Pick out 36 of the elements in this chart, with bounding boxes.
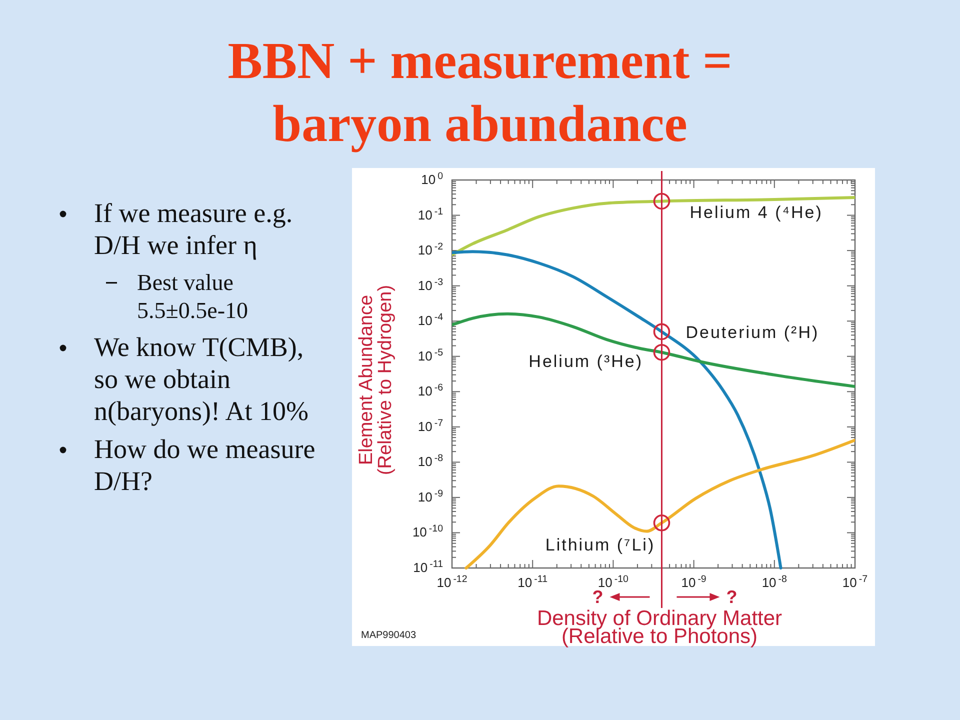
point bbox=[653, 514, 670, 532]
y-tick-label: 10$^{-9}$ bbox=[418, 488, 443, 504]
y-tick-label: 10$^{-1}$ bbox=[418, 206, 443, 222]
y-tick-label: 10$^{-11}$ bbox=[413, 558, 443, 575]
y-tick-label: 10$^{-8}$ bbox=[418, 452, 443, 470]
chart-title: BBN + measurement = baryon abundance bbox=[228, 33, 732, 153]
y-tick-label: 10$^{-5}$ bbox=[418, 346, 444, 364]
y-tick-label: 10$^{-6}$ bbox=[418, 382, 443, 399]
point bbox=[653, 323, 670, 340]
y-tick-label: 10$^{-3}$ bbox=[418, 276, 443, 293]
y-tick-label: 10$^{-7}$ bbox=[418, 417, 443, 434]
series-label: Lithium (⁷Li) bbox=[545, 536, 656, 555]
text: ? bbox=[592, 587, 604, 607]
y-tick-label: 10$^{-4}$ bbox=[418, 312, 444, 328]
x-tick-label: 10$^{-8}$ bbox=[762, 574, 787, 590]
text: MAP990403 bbox=[361, 630, 416, 641]
y-tick-label: 10$^{0}$ bbox=[421, 170, 444, 187]
text: Best value 5.5±0.5e-10 bbox=[137, 270, 248, 323]
x-tick-label: 10$^{-9}$ bbox=[681, 574, 706, 590]
text: If we measure e.g. D/H we infer η bbox=[94, 198, 293, 260]
point bbox=[653, 344, 670, 361]
series-label: Deuterium (²H) bbox=[686, 323, 820, 342]
text: We know T(CMB), so we obtain n(baryons)! At 10% bbox=[94, 332, 308, 426]
series-label: Helium 4 (⁴He) bbox=[690, 202, 823, 222]
x-axis-title: Density of Ordinary Matter (Relative to Photons) bbox=[536, 607, 782, 648]
text: ? bbox=[726, 587, 738, 607]
x-tick-label: 10$^{-12}$ bbox=[436, 574, 468, 590]
x-tick-label: 10$^{-7}$ bbox=[842, 574, 868, 590]
y-axis-title: Element Abundance (Relative to Hydrogen) bbox=[356, 284, 396, 476]
text: How do we measure D/H? bbox=[94, 434, 316, 496]
x-tick-label: 10$^{-11}$ bbox=[518, 574, 548, 590]
point bbox=[653, 192, 670, 210]
y-tick-label: 10$^{-2}$ bbox=[418, 241, 443, 258]
y-tick-label: 10$^{-10}$ bbox=[412, 523, 444, 540]
series-label: Helium (³He) bbox=[528, 352, 644, 371]
x-tick-label: 10$^{-10}$ bbox=[598, 574, 630, 590]
